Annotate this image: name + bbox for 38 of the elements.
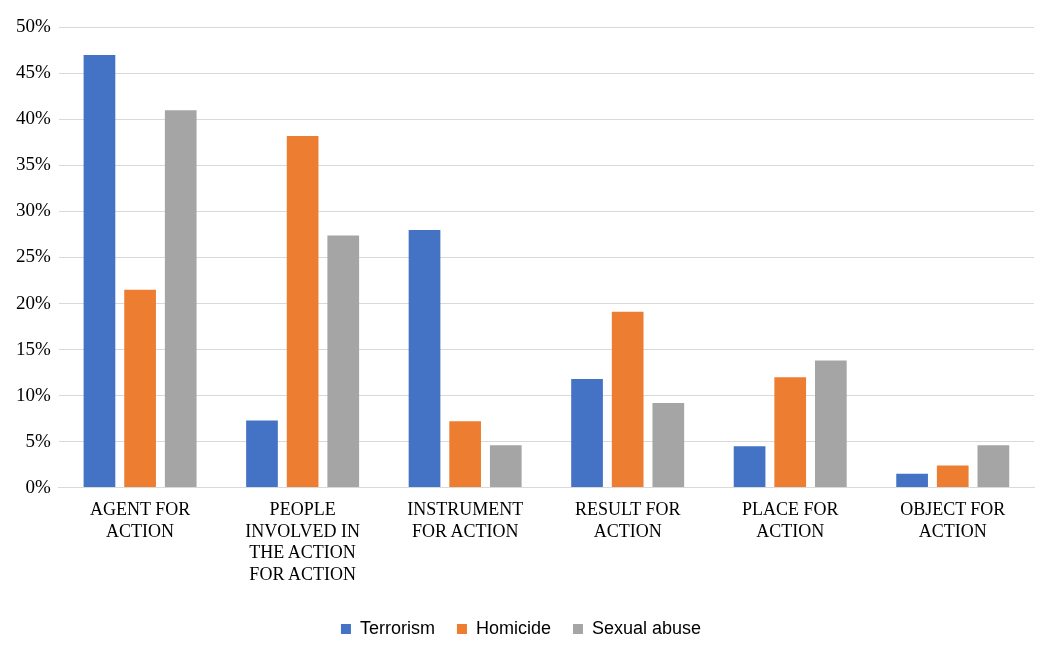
bar bbox=[977, 445, 1010, 488]
bar bbox=[489, 445, 522, 488]
bar bbox=[286, 136, 319, 488]
bar bbox=[408, 229, 441, 488]
bar bbox=[124, 289, 156, 488]
legend-label: Sexual abuse bbox=[591, 617, 702, 638]
y-tick-label: 25% bbox=[16, 245, 51, 267]
bar bbox=[652, 402, 685, 488]
y-tick-label: 50% bbox=[16, 15, 51, 37]
y-tick-label: 0% bbox=[25, 475, 51, 497]
x-tick-label: INSTRUMENT FOR ACTION bbox=[407, 499, 524, 541]
y-tick-label: 20% bbox=[16, 291, 51, 313]
bar bbox=[774, 377, 807, 488]
x-tick-label: PLACE FOR ACTION bbox=[741, 499, 839, 541]
bar bbox=[246, 420, 278, 488]
bar bbox=[936, 465, 969, 488]
bar bbox=[83, 55, 116, 488]
bar bbox=[896, 473, 928, 488]
bar bbox=[327, 235, 360, 488]
x-tick-label: PEOPLE INVOLVED IN THE ACTION FOR ACTION bbox=[245, 499, 361, 584]
x-tick-label: OBJECT FOR ACTION bbox=[900, 499, 1006, 541]
y-tick-label: 30% bbox=[16, 199, 51, 221]
y-tick-label: 5% bbox=[25, 429, 51, 451]
x-tick-label: RESULT FOR ACTION bbox=[574, 499, 681, 541]
bar bbox=[611, 311, 644, 488]
legend-label: Terrorism bbox=[359, 617, 435, 638]
x-tick-label: AGENT FOR ACTION bbox=[90, 499, 191, 541]
bar bbox=[164, 110, 197, 488]
bar bbox=[814, 360, 847, 488]
y-tick-label: 10% bbox=[16, 383, 51, 405]
y-tick-label: 40% bbox=[16, 107, 51, 129]
bar bbox=[449, 421, 481, 488]
y-tick-label: 45% bbox=[16, 61, 51, 83]
legend-label: Homicide bbox=[475, 617, 551, 638]
bar bbox=[571, 378, 603, 488]
y-tick-label: 35% bbox=[16, 153, 51, 175]
bar bbox=[733, 446, 766, 488]
y-tick-label: 15% bbox=[16, 337, 51, 359]
